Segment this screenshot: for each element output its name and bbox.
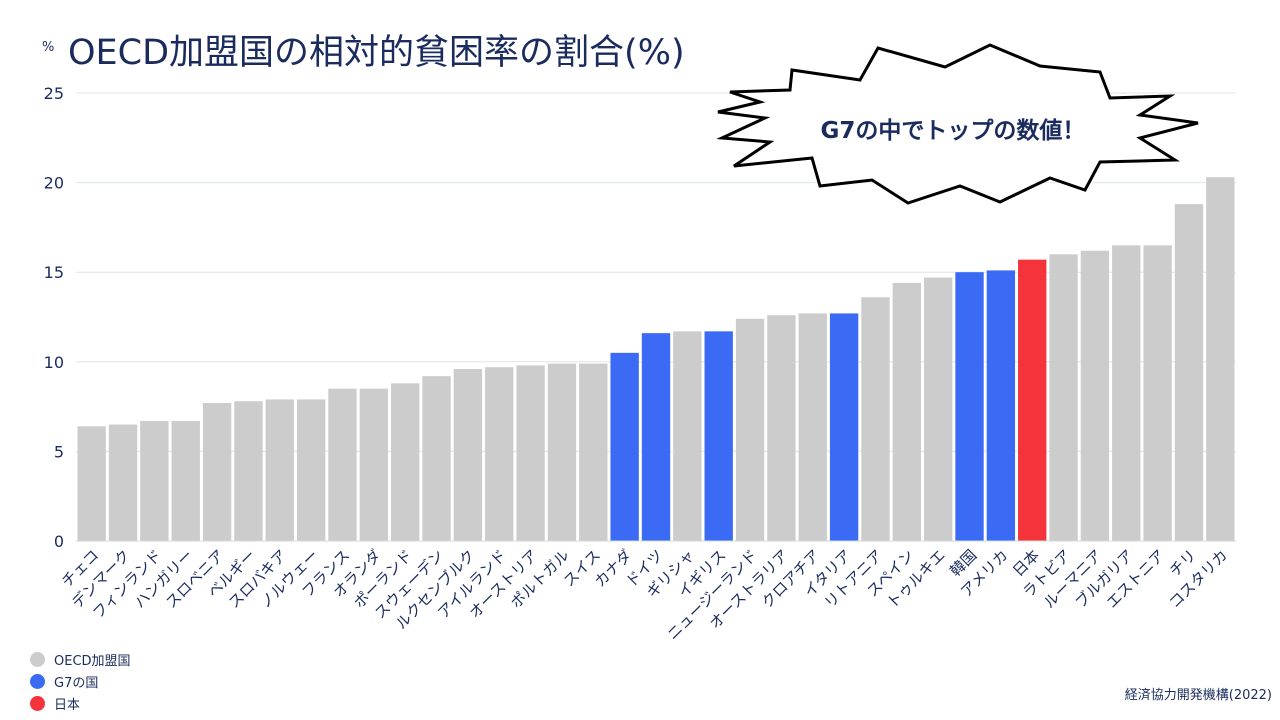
bar-チェコ [77, 426, 106, 541]
legend-item-g7: G7の国 [30, 670, 131, 692]
bar-スロベニア [202, 403, 232, 541]
y-tick-label: 15 [44, 263, 64, 282]
source-note: 経済協力開発機構(2022) [1124, 688, 1272, 703]
bar-ルーマニア [1080, 250, 1110, 542]
bar-アイルランド [485, 367, 514, 541]
y-axis-label: % [42, 40, 55, 55]
bar-ニュージーランド [735, 318, 765, 541]
bar-フランス [328, 388, 357, 541]
bar-ギリシャ [673, 331, 702, 541]
y-tick-label: 25 [44, 84, 64, 103]
y-tick-label: 20 [44, 174, 64, 193]
bar-デンマーク [108, 424, 138, 541]
legend-dot [30, 673, 45, 689]
bar-スペイン [892, 282, 921, 541]
y-tick-label: 10 [44, 353, 64, 372]
bar-ベルギー [234, 401, 263, 541]
legend-label: OECD加盟国 [54, 653, 131, 669]
bar-スイス [579, 363, 608, 541]
bar-ポーランド [391, 383, 420, 541]
bar-カナダ [610, 352, 639, 541]
bar-クロアチア [798, 313, 827, 541]
y-tick-label: 0 [54, 532, 64, 551]
bar-アメリカ [986, 270, 1016, 541]
bar-オーストリア [516, 365, 545, 541]
bar-スウェーデン [422, 376, 451, 541]
bar-韓国 [955, 272, 984, 541]
bar-リトアニア [861, 297, 890, 541]
y-tick-label: 5 [54, 442, 64, 461]
bar-チリ [1174, 204, 1204, 541]
bar-トゥルキエ [923, 277, 953, 541]
bar-エストニア [1143, 245, 1172, 541]
legend-item-oecd: OECD加盟国 [30, 648, 131, 670]
bar-イタリア [829, 313, 859, 541]
legend-dot [30, 651, 45, 667]
legend-dot [30, 695, 45, 711]
bar-ブルガリア [1112, 245, 1141, 541]
bar-ポルトガル [547, 363, 577, 541]
bar-ラトビア [1049, 254, 1078, 541]
bar-ルクセンブルク [453, 368, 483, 541]
bar-ドイツ [641, 333, 671, 541]
bar-オランダ [359, 388, 389, 541]
bar-オーストラリア [767, 315, 796, 541]
chart-title: OECD加盟国の相対的貧困率の割合(%) [68, 33, 685, 73]
legend-item-japan: 日本 [30, 692, 131, 714]
callout-text: G7の中でトップの数値！ [821, 118, 1086, 144]
starburst-shape [716, 43, 1199, 205]
bar-ノルウェー [296, 399, 326, 541]
bar-フィンランド [140, 420, 169, 541]
legend-label: 日本 [54, 697, 81, 713]
bar-イギリス [704, 331, 733, 541]
bar-日本 [1018, 259, 1047, 541]
bar-ハンガリー [171, 420, 200, 541]
bar-スロバキア [265, 399, 294, 541]
legend: OECD加盟国 G7の国 日本 [30, 648, 131, 714]
bar-コスタリカ [1206, 177, 1235, 541]
legend-label: G7の国 [54, 675, 99, 691]
